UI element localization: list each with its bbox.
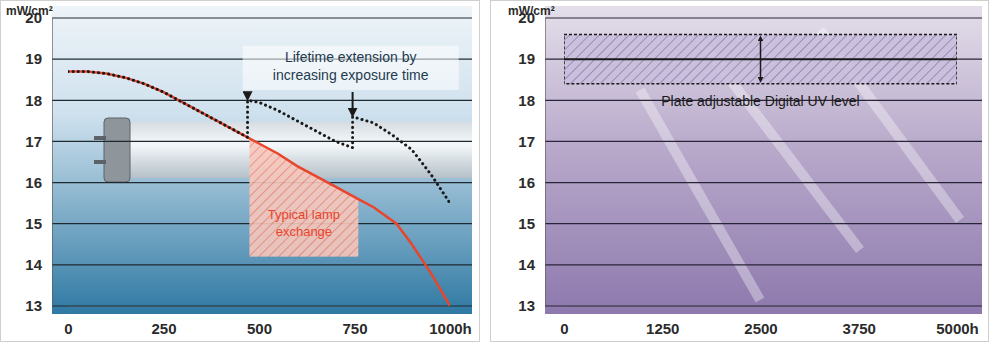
tick: 13 xyxy=(518,297,545,314)
panel: 131415161718192001250250037505000hmW/cm²… xyxy=(491,1,989,342)
x-axis: 0 250 500 750 1000h xyxy=(64,306,471,337)
region-label: Typical lamp xyxy=(268,207,340,222)
plate-streak xyxy=(640,90,760,300)
tick: 15 xyxy=(518,215,545,232)
tick-label: 500 xyxy=(247,320,272,337)
tick: 14 xyxy=(518,256,545,273)
tick-label: 1250 xyxy=(646,320,679,337)
grid-line xyxy=(545,17,982,18)
axis-line xyxy=(69,306,451,307)
tick-label: 19 xyxy=(518,50,535,67)
tick-label: 0 xyxy=(64,320,72,337)
grid-line xyxy=(52,141,472,142)
tick: 16 xyxy=(518,174,545,191)
y-axis-title: mW/cm² xyxy=(508,4,555,18)
tick: 0 xyxy=(64,306,72,337)
grid-line xyxy=(52,17,472,18)
grid-line xyxy=(545,305,982,306)
annotation-arrow xyxy=(352,92,354,113)
tick-label: 1000h xyxy=(429,320,472,337)
annotation: Lifetime extension by xyxy=(285,49,417,65)
tick: 13 xyxy=(25,297,52,314)
tick-label: 16 xyxy=(25,174,42,191)
axis-line xyxy=(565,306,958,307)
grid-line xyxy=(545,182,982,183)
tick: 17 xyxy=(25,133,52,150)
region-label: exchange xyxy=(276,224,332,239)
y-axis-title: mW/cm² xyxy=(6,4,53,18)
tick-label: 3750 xyxy=(843,320,876,337)
tick: 15 xyxy=(25,215,52,232)
tick: 2500 xyxy=(744,306,777,337)
band-label: Plate adjustable Digital UV level xyxy=(661,93,859,109)
plot-background xyxy=(52,6,472,314)
panel-frame xyxy=(491,1,989,342)
panel-frame xyxy=(1,1,480,342)
x-axis: 0 1250 2500 3750 5000h xyxy=(560,306,978,337)
tick-label: 0 xyxy=(560,320,568,337)
tick-label: 17 xyxy=(25,133,42,150)
panel: 131415161718192002505007501000hmW/cm²Typ… xyxy=(1,1,480,342)
series-line xyxy=(68,71,450,203)
tick: 0 xyxy=(560,306,568,337)
figure: 131415161718192002505007501000hmW/cm²Typ… xyxy=(0,0,989,342)
uv-band xyxy=(564,34,957,83)
axis-line xyxy=(52,19,53,307)
adjust-arrow xyxy=(760,38,762,79)
tick-label: 2500 xyxy=(744,320,777,337)
lamp-pin xyxy=(94,160,106,164)
tick: 17 xyxy=(518,133,545,150)
tick-label: 13 xyxy=(25,297,42,314)
annotation-arrow xyxy=(247,92,249,96)
tick: 18 xyxy=(25,92,52,109)
grid-line xyxy=(545,59,982,60)
tick-label: 13 xyxy=(518,297,535,314)
tick: 250 xyxy=(151,306,176,337)
tick-label: 16 xyxy=(518,174,535,191)
grid-line xyxy=(52,100,472,101)
tick-label: 18 xyxy=(518,92,535,109)
annotation-box xyxy=(243,46,459,90)
tick: 1000h xyxy=(429,306,472,337)
grid-line xyxy=(545,141,982,142)
plot-area xyxy=(564,34,957,83)
tick-label: 15 xyxy=(25,215,42,232)
y-axis: 1314151617181920 xyxy=(518,9,545,314)
tick-label: 19 xyxy=(25,50,42,67)
tick: 18 xyxy=(518,92,545,109)
tick: 19 xyxy=(518,50,545,67)
tick-label: 15 xyxy=(518,215,535,232)
plot-background xyxy=(545,6,982,314)
tick-label: 14 xyxy=(518,256,535,273)
grid-line xyxy=(52,305,472,306)
grid-line xyxy=(545,223,982,224)
annotation: increasing exposure time xyxy=(273,67,429,83)
tick-label: 750 xyxy=(342,320,367,337)
grid-line xyxy=(545,264,982,265)
tick-label: 14 xyxy=(25,256,42,273)
tick-label: 250 xyxy=(151,320,176,337)
y-axis: 1314151617181920 xyxy=(25,9,52,314)
axis-line xyxy=(545,19,546,307)
tick: 500 xyxy=(247,306,272,337)
tick-label: 5000h xyxy=(936,320,979,337)
tick: 14 xyxy=(25,256,52,273)
tick: 16 xyxy=(25,174,52,191)
tick: 19 xyxy=(25,50,52,67)
lamp-pin xyxy=(94,136,106,140)
tick-label: 17 xyxy=(518,133,535,150)
tick: 750 xyxy=(342,306,367,337)
tick: 1250 xyxy=(646,306,679,337)
grid-line xyxy=(52,264,472,265)
tick: 3750 xyxy=(843,306,876,337)
tick: 5000h xyxy=(936,306,979,337)
tick-label: 18 xyxy=(25,92,42,109)
lamp-cap xyxy=(104,118,130,182)
series-line xyxy=(68,71,450,306)
